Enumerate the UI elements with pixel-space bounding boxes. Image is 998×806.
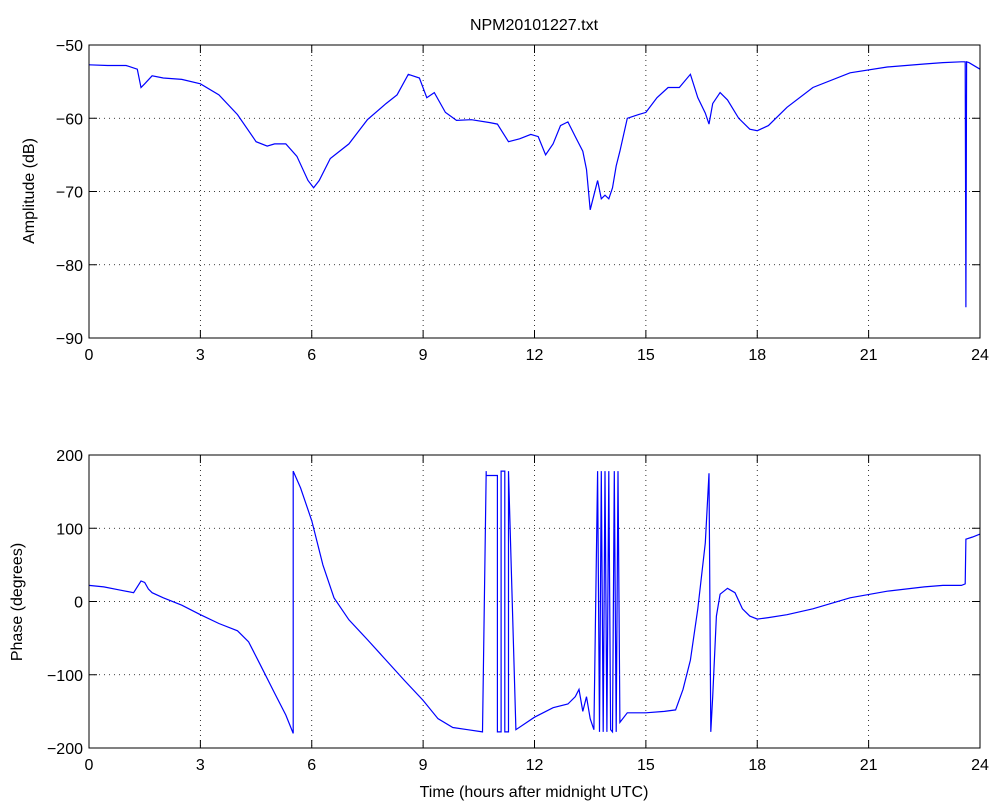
amplitude-y-axis-label: Amplitude (dB) [21,138,38,244]
phase-x-tick-label: 6 [307,757,316,774]
phase-x-tick-labels: 0 3 6 9 12 15 18 21 24 [85,757,989,774]
amplitude-plot-frame [88,44,981,339]
phase-x-tick-label: 21 [860,757,878,774]
amplitude-grid [89,45,980,338]
amplitude-x-tick-label: 0 [85,347,94,364]
amplitude-x-tick-label: 18 [748,347,766,364]
phase-plot-frame [88,454,981,749]
phase-x-axis-label: Time (hours after midnight UTC) [420,784,649,801]
phase-x-tick-label: 0 [85,757,94,774]
chart-title: NPM20101227.txt [470,17,599,34]
amplitude-x-tick-label: 6 [307,347,316,364]
phase-y-tick-label: −100 [47,668,83,685]
phase-x-tick-label: 24 [971,757,989,774]
phase-y-tick-labels: −200 −100 0 100 200 [47,448,83,758]
amplitude-panel: NPM20101227.txt 0 3 6 9 12 15 18 21 24 −90 −80 −70… [21,17,989,364]
amplitude-y-tick-label: −50 [56,38,83,55]
phase-series-line [88,470,981,734]
amplitude-y-tick-label: −90 [56,331,83,348]
amplitude-x-tick-label: 12 [526,347,544,364]
amplitude-x-tick-label: 21 [860,347,878,364]
phase-x-tick-label: 18 [748,757,766,774]
phase-y-tick-label: −200 [47,741,83,758]
phase-y-tick-label: 0 [74,595,83,612]
phase-grid [89,455,980,748]
amplitude-y-tick-label: −80 [56,258,83,275]
phase-panel: 0 3 6 9 12 15 18 21 24 −200 −100 0 100 200 Phase (de… [9,448,989,801]
amplitude-x-tick-label: 3 [196,347,205,364]
amplitude-y-tick-labels: −90 −80 −70 −60 −50 [56,38,83,348]
amplitude-x-tick-label: 24 [971,347,989,364]
amplitude-series-line [88,60,981,308]
phase-x-tick-label: 9 [419,757,428,774]
amplitude-y-tick-label: −60 [56,111,83,128]
phase-y-axis-label: Phase (degrees) [9,543,26,661]
phase-y-tick-label: 100 [56,521,83,538]
amplitude-x-tick-label: 9 [419,347,428,364]
phase-x-tick-label: 15 [637,757,655,774]
amplitude-x-tick-labels: 0 3 6 9 12 15 18 21 24 [85,347,989,364]
amplitude-y-tick-label: −70 [56,185,83,202]
phase-y-tick-label: 200 [56,448,83,465]
phase-x-tick-label: 3 [196,757,205,774]
amplitude-x-tick-label: 15 [637,347,655,364]
phase-x-tick-label: 12 [526,757,544,774]
